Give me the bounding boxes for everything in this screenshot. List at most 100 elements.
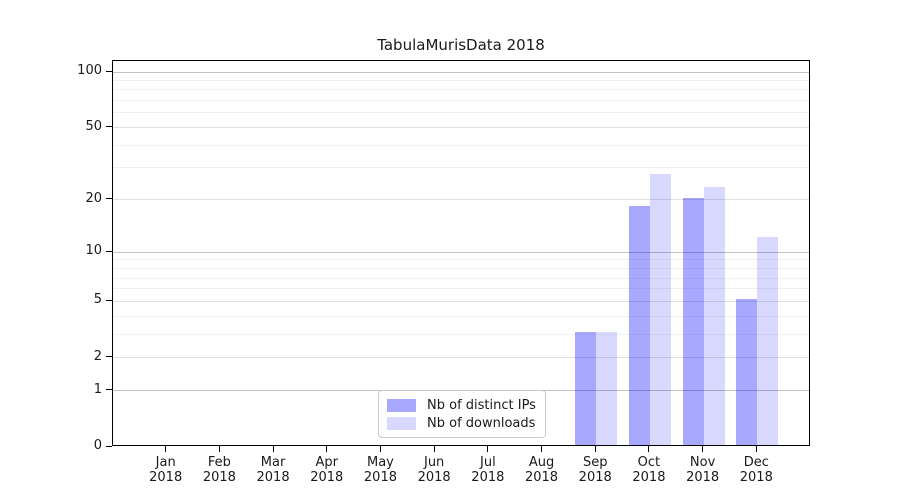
gridline-y20 — [113, 199, 809, 201]
gridline-y5 — [113, 300, 809, 302]
gridline-minor-y4 — [113, 315, 809, 317]
y-tick-1 — [106, 389, 112, 391]
x-tick-label-aug: Aug 2018 — [514, 455, 570, 485]
legend-item-distinct-ips: Nb of distinct IPs — [387, 396, 537, 414]
bar-distinct-ips-sep — [575, 332, 597, 445]
gridline-minor-y9 — [113, 259, 809, 261]
x-tick-month: Apr — [315, 455, 339, 470]
x-tick-may — [379, 446, 381, 452]
legend: Nb of distinct IPs Nb of downloads — [378, 390, 546, 438]
bar-downloads-nov — [703, 186, 725, 445]
x-tick-aug — [541, 446, 543, 452]
x-tick-label-feb: Feb 2018 — [191, 455, 247, 485]
gridline-y2 — [113, 357, 809, 359]
bar-distinct-ips-dec — [736, 299, 758, 445]
y-tick-label-100: 100 — [77, 63, 102, 78]
gridline-y50 — [113, 127, 809, 129]
gridline-minor-y60 — [113, 112, 809, 114]
x-tick-label-oct: Oct 2018 — [621, 455, 677, 485]
x-tick-year: 2018 — [739, 470, 773, 485]
legend-item-downloads: Nb of downloads — [387, 414, 537, 432]
x-tick-jun — [433, 446, 435, 452]
y-tick-label-50: 50 — [85, 118, 102, 134]
gridline-minor-y40 — [113, 144, 809, 146]
x-tick-year: 2018 — [256, 470, 290, 485]
x-tick-year: 2018 — [149, 470, 183, 485]
gridline-major-y10 — [113, 251, 809, 253]
x-tick-jan — [165, 446, 167, 452]
x-tick-month: May — [367, 455, 394, 470]
x-tick-jul — [487, 446, 489, 452]
y-tick-label-10: 10 — [85, 243, 102, 259]
bar-distinct-ips-oct — [628, 205, 650, 445]
x-tick-label-jun: Jun 2018 — [406, 455, 462, 485]
x-tick-sep — [594, 446, 596, 452]
x-tick-year: 2018 — [578, 470, 612, 485]
legend-label-distinct-ips: Nb of distinct IPs — [427, 397, 536, 413]
x-tick-month: Oct — [637, 455, 661, 470]
y-tick-label-1: 1 — [93, 381, 102, 397]
x-tick-month: Sep — [582, 455, 608, 470]
x-tick-apr — [326, 446, 328, 452]
x-tick-year: 2018 — [310, 470, 344, 485]
x-tick-year: 2018 — [202, 470, 236, 485]
x-tick-label-mar: Mar 2018 — [245, 455, 301, 485]
x-tick-year: 2018 — [686, 470, 720, 485]
x-tick-year: 2018 — [524, 470, 559, 485]
y-tick-100 — [106, 70, 112, 72]
x-tick-mar — [272, 446, 274, 452]
x-tick-month: Aug — [528, 455, 555, 470]
x-tick-feb — [218, 446, 220, 452]
gridline-minor-y3 — [113, 333, 809, 335]
y-tick-10 — [106, 250, 112, 252]
x-tick-nov — [702, 446, 704, 452]
x-tick-label-sep: Sep 2018 — [567, 455, 623, 485]
gridline-minor-y80 — [113, 89, 809, 91]
y-tick-2 — [106, 356, 112, 358]
gridline-minor-y30 — [113, 167, 809, 169]
y-tick-label-20: 20 — [85, 190, 102, 206]
gridline-minor-y70 — [113, 100, 809, 102]
x-tick-label-jan: Jan 2018 — [138, 455, 194, 485]
gridline-minor-y6 — [113, 288, 809, 290]
x-tick-month: Mar — [260, 455, 286, 470]
x-tick-label-nov: Nov 2018 — [675, 455, 731, 485]
bar-downloads-oct — [649, 174, 671, 445]
bar-downloads-sep — [596, 332, 618, 445]
chart-title: TabulaMurisData 2018 — [377, 36, 545, 54]
bar-downloads-dec — [757, 236, 779, 445]
y-tick-50 — [106, 126, 112, 128]
legend-swatch-distinct-ips — [387, 398, 416, 412]
gridline-minor-y90 — [113, 79, 809, 81]
x-tick-label-dec: Dec 2018 — [728, 455, 784, 485]
x-tick-label-may: May 2018 — [352, 455, 408, 485]
y-tick-label-0: 0 — [93, 438, 102, 453]
y-tick-label-5: 5 — [93, 292, 102, 308]
gridline-minor-y7 — [113, 277, 809, 279]
x-tick-year: 2018 — [632, 470, 666, 485]
y-tick-label-2: 2 — [93, 348, 102, 364]
bar-distinct-ips-nov — [682, 197, 704, 445]
gridline-major-y100 — [113, 71, 809, 73]
x-tick-month: Jan — [155, 455, 176, 470]
x-tick-month: Dec — [743, 455, 769, 470]
legend-label-downloads: Nb of downloads — [427, 415, 536, 431]
x-tick-label-apr: Apr 2018 — [299, 455, 355, 485]
x-tick-dec — [755, 446, 757, 452]
x-tick-month: Feb — [207, 455, 231, 470]
legend-swatch-downloads — [387, 416, 416, 430]
x-tick-month: Jul — [480, 455, 496, 470]
x-tick-month: Nov — [689, 455, 716, 470]
x-tick-label-jul: Jul 2018 — [460, 455, 516, 485]
x-tick-month: Jun — [423, 455, 445, 470]
plot-area — [112, 60, 810, 446]
x-tick-year: 2018 — [417, 470, 451, 485]
x-tick-year: 2018 — [471, 470, 505, 485]
x-tick-oct — [648, 446, 650, 452]
y-tick-20 — [106, 198, 112, 200]
y-tick-0 — [106, 445, 112, 447]
y-tick-5 — [106, 299, 112, 301]
x-tick-year: 2018 — [363, 470, 397, 485]
gridline-minor-y8 — [113, 267, 809, 269]
